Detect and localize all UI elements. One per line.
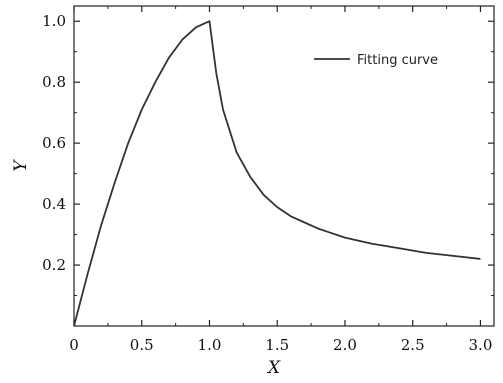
y-tick-label: 0.6 — [42, 134, 66, 152]
y-tick-label: 0.2 — [42, 256, 66, 274]
y-axis-ticks — [74, 20, 494, 297]
y-axis-tick-labels: 0.2 0.4 0.6 0.8 1.0 — [42, 12, 66, 274]
x-axis-ticks — [73, 6, 482, 326]
y-tick-label: 0.8 — [42, 73, 66, 91]
legend: Fitting curve — [314, 53, 438, 68]
x-tick-label: 2.5 — [401, 336, 425, 354]
x-axis-label: X — [266, 358, 281, 378]
x-tick-label: 3.0 — [469, 336, 493, 354]
plot-frame — [73, 5, 495, 327]
legend-label-fitting-curve: Fitting curve — [357, 53, 438, 68]
x-tick-label: 0 — [69, 336, 79, 354]
series-line-fitting-curve — [73, 20, 481, 327]
x-tick-label: 1.0 — [198, 336, 222, 354]
y-axis-label: Y — [11, 159, 31, 172]
y-tick-label: 0.4 — [42, 195, 66, 213]
x-tick-label: 1.5 — [265, 336, 289, 354]
plot-border — [73, 5, 495, 327]
y-tick-label: 1.0 — [42, 12, 66, 30]
x-axis-tick-labels: 0 0.5 1.0 1.5 2.0 2.5 3.0 — [69, 336, 492, 354]
series-layer — [73, 20, 481, 327]
x-tick-label: 0.5 — [130, 336, 154, 354]
x-tick-label: 2.0 — [333, 336, 357, 354]
